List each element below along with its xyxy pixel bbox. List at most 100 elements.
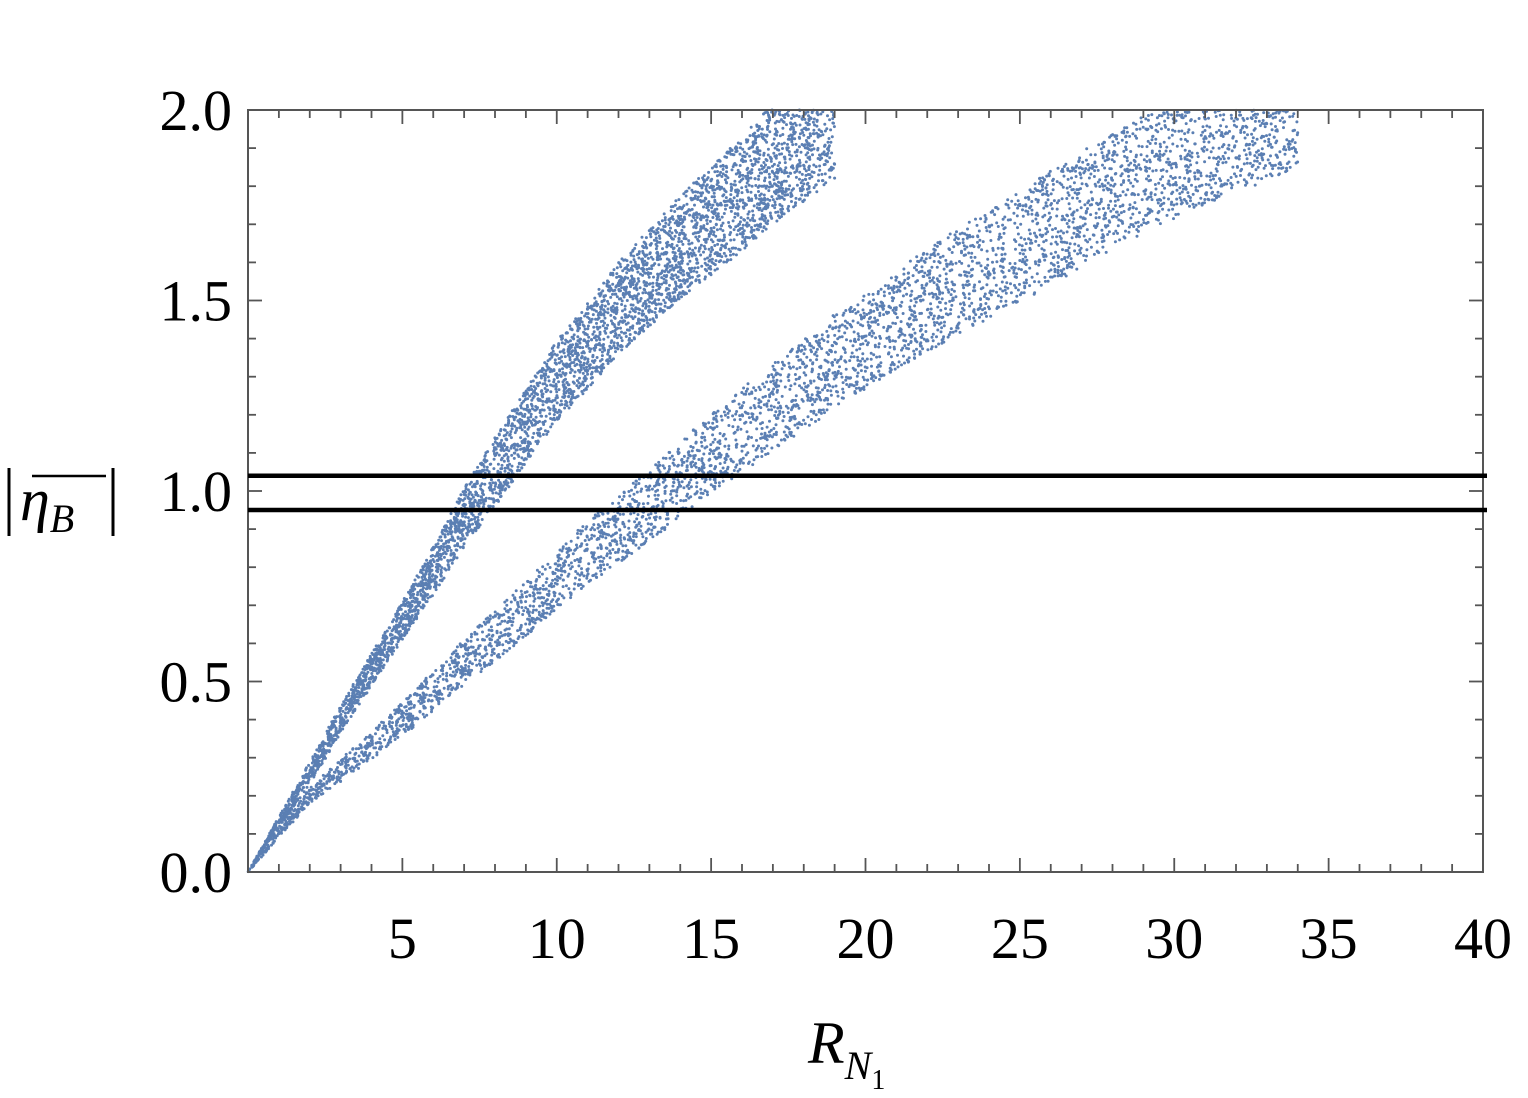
scatter-point-upper	[685, 279, 689, 283]
scatter-point-upper	[508, 432, 512, 436]
scatter-point-upper	[557, 388, 561, 392]
scatter-point-upper	[676, 224, 680, 228]
scatter-point-upper	[398, 629, 402, 633]
scatter-point-upper	[521, 394, 525, 398]
scatter-point-upper	[586, 327, 590, 331]
scatter-point-upper	[615, 275, 619, 279]
scatter-point-upper	[712, 233, 716, 237]
scatter-point-upper	[656, 274, 660, 278]
scatter-point-upper	[741, 241, 744, 245]
scatter-point-upper	[569, 339, 572, 343]
scatter-point-upper	[306, 780, 310, 783]
scatter-point-lower	[949, 327, 953, 331]
scatter-point-upper	[431, 554, 435, 557]
scatter-point-upper	[554, 396, 558, 400]
scatter-point-upper	[497, 453, 501, 457]
scatter-point-upper	[695, 258, 699, 262]
scatter-point-upper	[708, 253, 712, 257]
scatter-point-lower	[753, 396, 757, 400]
scatter-point-upper	[360, 671, 364, 675]
scatter-point-upper	[341, 704, 345, 708]
scatter-point-upper	[727, 247, 731, 251]
scatter-point-upper	[817, 173, 821, 177]
scatter-point-upper	[497, 443, 501, 447]
scatter-point-upper	[528, 448, 532, 452]
scatter-point-upper	[735, 199, 739, 203]
scatter-point-upper	[643, 271, 647, 275]
scatter-point-upper	[690, 198, 694, 202]
scatter-point-upper	[327, 741, 331, 745]
scatter-point-upper	[373, 656, 377, 660]
scatter-point-upper	[828, 118, 832, 122]
scatter-point-upper	[455, 500, 459, 504]
scatter-point-upper	[492, 467, 496, 471]
scatter-point-upper	[797, 135, 801, 139]
scatter-point-upper	[736, 212, 740, 216]
scatter-point-upper	[699, 253, 703, 257]
scatter-point-upper	[652, 238, 656, 242]
scatter-point-upper	[826, 114, 829, 118]
scatter-point-lower	[817, 372, 821, 376]
scatter-point-upper	[599, 367, 603, 371]
scatter-point-upper	[828, 175, 832, 179]
scatter-point-upper	[632, 309, 636, 313]
scatter-point-upper	[643, 259, 647, 263]
scatter-point-upper	[620, 257, 624, 261]
scatter-point-upper	[513, 443, 517, 447]
scatter-point-upper	[637, 250, 641, 254]
scatter-point-upper	[531, 436, 535, 439]
scatter-point-upper	[692, 269, 696, 273]
scatter-point-upper	[591, 313, 595, 317]
scatter-point-lower	[1104, 178, 1108, 182]
scatter-point-upper	[731, 219, 735, 223]
scatter-point-upper	[713, 208, 717, 212]
scatter-point-upper	[521, 462, 525, 466]
scatter-point-upper	[743, 218, 747, 222]
scatter-point-upper	[513, 431, 517, 435]
scatter-point-upper	[439, 574, 443, 578]
scatter-point-lower	[894, 322, 897, 325]
scatter-point-upper	[777, 112, 781, 116]
scatter-point-upper	[455, 548, 459, 552]
scatter-point-upper	[537, 428, 541, 432]
scatter-point-upper	[615, 306, 619, 310]
scatter-point-upper	[564, 372, 568, 375]
scatter-point-upper	[673, 203, 677, 207]
scatter-point-upper	[555, 401, 559, 405]
scatter-point-upper	[597, 292, 601, 296]
scatter-point-upper	[318, 756, 322, 759]
scatter-point-upper	[437, 583, 441, 587]
scatter-point-upper	[338, 710, 342, 713]
scatter-point-upper	[760, 213, 764, 217]
scatter-point-upper	[674, 287, 678, 291]
scatter-point-upper	[708, 203, 712, 207]
scatter-point-upper	[624, 335, 628, 338]
scatter-point-upper	[649, 232, 652, 236]
scatter-point-upper	[804, 169, 808, 173]
scatter-point-upper	[437, 548, 441, 552]
scatter-point-upper	[548, 412, 552, 416]
scatter-point-upper	[509, 430, 513, 434]
scatter-point-upper	[754, 141, 758, 145]
scatter-point-upper	[553, 361, 557, 365]
scatter-point-upper	[650, 310, 654, 314]
scatter-point-upper	[524, 407, 528, 411]
scatter-point-upper	[645, 262, 649, 266]
scatter-point-upper	[505, 445, 509, 449]
scatter-point-upper	[823, 129, 827, 133]
scatter-point-upper	[520, 428, 524, 432]
scatter-point-lower	[592, 523, 596, 527]
scatter-point-upper	[476, 465, 480, 469]
scatter-point-upper	[701, 191, 705, 195]
scatter-point-upper	[575, 384, 579, 388]
scatter-point-upper	[602, 312, 605, 316]
scatter-point-upper	[446, 559, 450, 562]
scatter-point-upper	[308, 771, 312, 775]
scatter-point-upper	[355, 679, 359, 682]
scatter-point-upper	[542, 368, 546, 372]
scatter-point-upper	[593, 296, 597, 300]
scatter-point-upper	[757, 125, 761, 129]
scatter-point-lower	[893, 367, 897, 371]
scatter-point-upper	[469, 480, 473, 484]
scatter-point-upper	[702, 250, 705, 254]
